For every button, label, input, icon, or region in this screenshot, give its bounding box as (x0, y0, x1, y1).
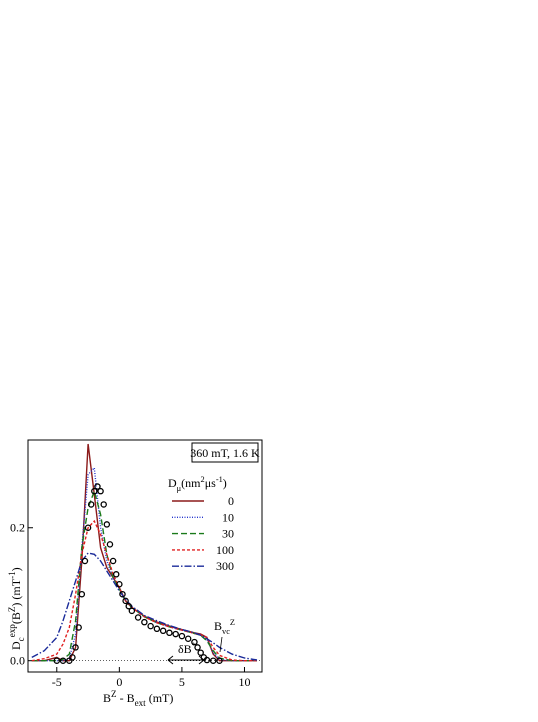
experiment-point (166, 629, 173, 637)
annotation-db-part: * (192, 641, 196, 650)
experiment-point (106, 541, 114, 548)
annotation-db-part: δB (178, 642, 192, 656)
series-line (31, 552, 258, 661)
annotation-bvc: BvcZ (214, 618, 235, 636)
x-tick-label: 0 (116, 675, 122, 689)
legend-title-part: -1 (216, 475, 223, 484)
experiment-point (159, 627, 167, 635)
annotation-box (191, 442, 259, 463)
legend-label: 100 (216, 543, 234, 557)
experiment-point (178, 632, 186, 640)
legend-title-part: ) (223, 476, 227, 490)
experiment-point (216, 657, 223, 664)
x-axis-label-part: - B (117, 691, 135, 705)
experiment-point (147, 622, 154, 630)
legend-title: Dμ(nm2μs-1) (168, 475, 227, 493)
experiment-point (53, 657, 61, 664)
annotation-arrowhead (167, 655, 205, 665)
y-axis-label-part: (B (9, 612, 23, 624)
y-axis-label-part: exp (7, 624, 17, 638)
x-tick-label: 5 (179, 675, 185, 689)
experiment-point (100, 501, 107, 508)
y-axis-label-part: Z (7, 606, 17, 612)
experiment-point (109, 557, 117, 565)
annotation-bvc-part: vc (222, 627, 230, 636)
x-axis-label: BZ - Bext (mT) (103, 689, 173, 708)
experiment-point (87, 501, 95, 508)
x-axis-label-part: B (103, 691, 111, 705)
annotation-db: δB* (178, 641, 196, 656)
experiment-point (84, 524, 92, 531)
legend-title-part: D (168, 476, 177, 490)
experiment-point (134, 614, 142, 621)
experiment-point (81, 557, 89, 565)
annotation-text: 360 mT, 1.6 K (190, 446, 260, 460)
experiment-point (94, 483, 101, 490)
experiment-point (184, 635, 192, 643)
experiment-point (122, 597, 129, 605)
experiment-point (72, 644, 79, 651)
legend-title-part: μs (205, 476, 216, 490)
experiment-point (116, 581, 123, 588)
experiment-point (59, 657, 67, 664)
experiment-point (91, 487, 98, 495)
legend-label: 30 (222, 527, 234, 541)
legend-label: 300 (216, 559, 234, 573)
experiment-point (119, 590, 126, 598)
x-tick-label: 10 (238, 675, 250, 689)
experiment-point (197, 649, 204, 656)
y-axis-label-part: ) (mT (9, 578, 23, 606)
legend-title-part: μ (177, 484, 182, 493)
series-line (31, 519, 257, 662)
experiment-point (125, 602, 132, 610)
plot-frame (27, 439, 263, 673)
legend-title-part: (nm (181, 476, 201, 490)
x-tick-label: -5 (52, 675, 62, 689)
x-axis-label-part: ext (135, 698, 147, 708)
experiment-point (69, 654, 76, 661)
y-tick-label: 0.2 (10, 521, 25, 535)
annotation-arrow (219, 636, 223, 653)
annotation-bvc-part: B (214, 619, 222, 633)
experiment-point (75, 624, 82, 631)
y-axis-label-part: D (9, 641, 23, 650)
experiment-point (194, 644, 201, 651)
experiment-point (141, 618, 148, 626)
legend-label: 0 (228, 494, 234, 508)
experiment-point (78, 590, 86, 598)
experiment-point (153, 625, 161, 633)
experiment-point (112, 571, 120, 578)
x-axis-label-part: (mT) (146, 691, 174, 705)
y-tick-label: 0.0 (10, 654, 25, 668)
experiment-point (203, 656, 211, 664)
y-axis-label-part: ) (9, 567, 23, 571)
experiment-point (191, 638, 198, 646)
legend-label: 10 (222, 510, 234, 524)
y-axis-label-part: c (16, 637, 26, 641)
y-axis-label: Dcexp(BZ) (mT-1) (7, 567, 26, 650)
experiment-point (128, 607, 136, 615)
legend-title-part: 2 (201, 475, 205, 484)
experiment-point (172, 630, 179, 638)
x-axis-label-part: Z (111, 689, 117, 699)
experiment-point (97, 487, 104, 495)
annotation-bvc-part: Z (230, 618, 235, 627)
y-axis-label-part: -1 (7, 571, 17, 579)
experiment-point (209, 657, 217, 664)
experiment-point (103, 521, 111, 528)
